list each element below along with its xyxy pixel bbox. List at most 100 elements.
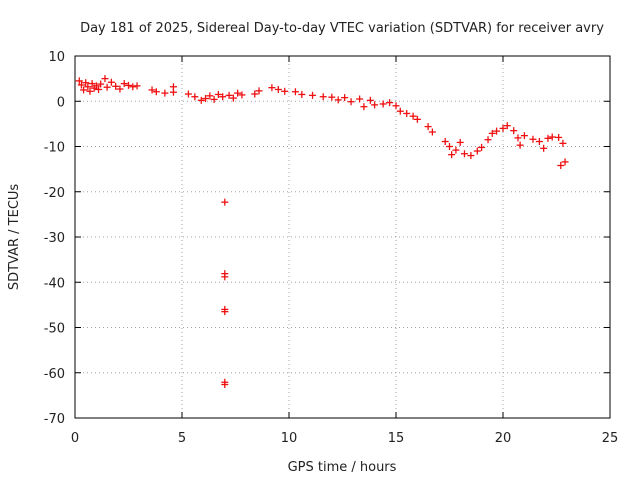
data-point <box>535 138 543 146</box>
y-tick-label: 10 <box>48 50 65 65</box>
data-point <box>514 134 522 142</box>
x-tick-label: 10 <box>281 431 298 446</box>
data-point <box>488 129 496 137</box>
data-point <box>101 75 109 83</box>
data-point <box>191 93 199 101</box>
data-point <box>366 96 374 104</box>
data-point <box>77 81 85 89</box>
data-point <box>478 143 486 151</box>
data-point <box>161 89 169 97</box>
data-point <box>516 141 524 149</box>
data-point <box>238 91 246 99</box>
data-point <box>148 86 156 94</box>
data-series-sdtvar <box>75 75 569 389</box>
data-point <box>206 92 214 100</box>
data-point <box>456 138 464 146</box>
y-tick-label: -60 <box>44 367 65 382</box>
data-point <box>510 127 518 135</box>
data-point <box>274 85 282 93</box>
data-point <box>452 146 460 154</box>
x-tick-labels: 0 5 10 15 20 25 <box>71 431 618 446</box>
data-point <box>460 150 468 158</box>
data-point <box>133 82 141 90</box>
data-point <box>75 77 83 85</box>
data-point <box>356 95 364 103</box>
x-tick-label: 20 <box>495 431 512 446</box>
data-point <box>413 115 421 123</box>
data-point <box>371 101 379 109</box>
data-point <box>360 103 368 111</box>
y-tick-label: 0 <box>57 95 65 110</box>
data-point <box>88 80 96 88</box>
data-point <box>219 93 227 101</box>
data-point <box>548 133 556 141</box>
data-point <box>221 273 229 281</box>
data-point <box>467 152 475 160</box>
data-point <box>255 87 263 95</box>
data-point <box>561 158 569 166</box>
data-point <box>392 102 400 110</box>
y-tick-label: -10 <box>44 141 65 156</box>
y-tick-label: -70 <box>44 412 65 427</box>
data-point <box>225 91 233 99</box>
data-point <box>309 91 317 99</box>
data-point <box>107 78 115 86</box>
x-tick-label: 25 <box>602 431 619 446</box>
data-point <box>86 87 94 95</box>
data-point <box>221 198 229 206</box>
data-point <box>298 90 306 98</box>
data-point <box>319 93 327 101</box>
y-tick-label: -20 <box>44 186 65 201</box>
data-point <box>210 95 218 103</box>
data-point <box>328 93 336 101</box>
grid-lines <box>75 56 610 418</box>
data-point <box>446 143 453 150</box>
plot-frame <box>74 55 611 419</box>
data-point <box>221 308 229 316</box>
data-point <box>499 124 507 132</box>
data-point <box>386 99 394 107</box>
data-point <box>229 94 237 102</box>
data-point <box>493 127 501 135</box>
data-point <box>341 94 349 102</box>
data-point <box>116 85 124 93</box>
data-point <box>409 112 417 120</box>
data-point <box>559 139 567 147</box>
data-point <box>347 98 355 106</box>
data-point <box>152 88 160 96</box>
y-tick-label: -50 <box>44 322 65 337</box>
x-tick-label: 15 <box>388 431 405 446</box>
data-point <box>291 88 299 96</box>
data-point <box>484 136 492 144</box>
data-point <box>557 162 565 170</box>
y-tick-label: -30 <box>44 231 65 246</box>
data-point <box>428 128 436 136</box>
data-point <box>214 90 222 98</box>
data-point <box>184 90 192 98</box>
data-point <box>95 85 103 93</box>
data-point <box>169 83 177 91</box>
data-point <box>520 132 528 140</box>
data-point <box>197 96 205 104</box>
x-tick-label: 0 <box>71 431 79 446</box>
y-tick-label: -40 <box>44 276 65 291</box>
data-point <box>112 82 120 90</box>
data-point <box>103 83 111 91</box>
data-point <box>92 82 100 90</box>
x-tick-label: 5 <box>178 431 186 446</box>
data-point <box>529 135 537 143</box>
data-point <box>441 138 449 146</box>
data-point <box>396 107 404 115</box>
data-point <box>448 151 456 159</box>
y-axis-label: SDTVAR / TECUs <box>7 184 22 291</box>
data-point <box>268 84 276 92</box>
data-point <box>544 134 552 142</box>
data-point <box>281 87 289 95</box>
data-point <box>221 381 229 389</box>
data-point <box>120 80 128 88</box>
data-point <box>80 86 88 94</box>
x-axis-label: GPS time / hours <box>288 460 397 475</box>
data-point <box>334 96 342 104</box>
y-tick-labels: 10 0 -10 -20 -30 -40 -50 -60 -70 <box>44 50 65 427</box>
